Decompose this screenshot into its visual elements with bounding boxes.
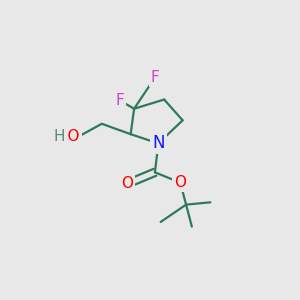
Text: O: O [174, 175, 186, 190]
Text: F: F [151, 70, 159, 85]
Text: N: N [152, 134, 165, 152]
Text: F: F [116, 93, 124, 108]
Text: O: O [121, 176, 133, 191]
Text: H: H [53, 129, 65, 144]
Text: HO: HO [56, 129, 80, 144]
